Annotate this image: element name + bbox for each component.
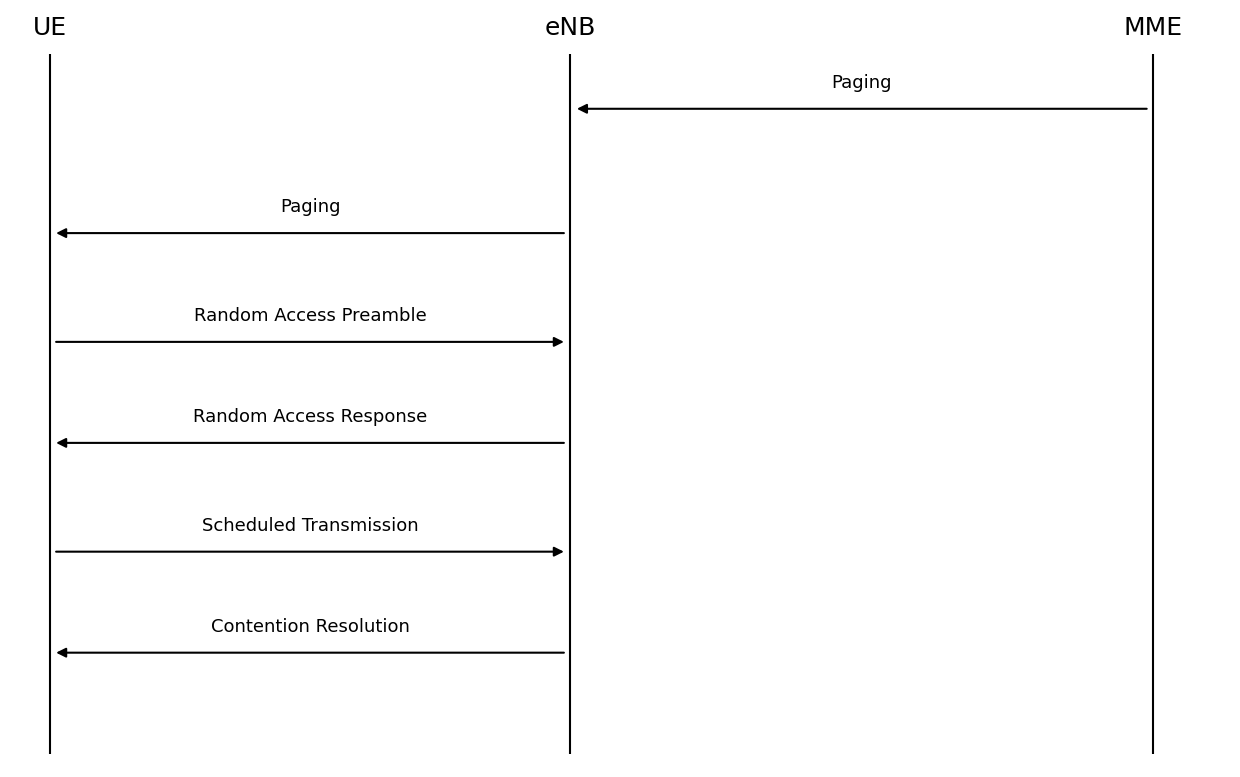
Text: Contention Resolution: Contention Resolution — [211, 618, 409, 636]
Text: Paging: Paging — [280, 198, 340, 216]
Text: eNB: eNB — [544, 16, 596, 40]
Text: Scheduled Transmission: Scheduled Transmission — [202, 517, 418, 535]
Text: UE: UE — [32, 16, 67, 40]
Text: MME: MME — [1123, 16, 1183, 40]
Text: Paging: Paging — [832, 74, 892, 92]
Text: Random Access Preamble: Random Access Preamble — [193, 307, 427, 325]
Text: Random Access Response: Random Access Response — [193, 408, 427, 426]
